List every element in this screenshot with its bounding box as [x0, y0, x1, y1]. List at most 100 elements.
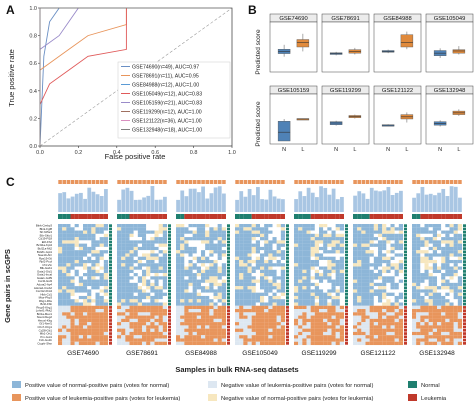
- heatmap-cell: [319, 322, 324, 326]
- heatmap-cell: [437, 227, 442, 231]
- heatmap-cell: [424, 256, 429, 261]
- heatmap-cell: [306, 253, 311, 257]
- heatmap-cell: [184, 282, 189, 287]
- heatmap-cell: [335, 318, 340, 323]
- heatmap-cell: [327, 282, 332, 287]
- heatmap-cell: [154, 263, 159, 267]
- row-class-marker: [286, 270, 289, 273]
- class-tick: [369, 180, 374, 184]
- heatmap-cell: [83, 282, 88, 287]
- heatmap-cell: [117, 338, 122, 342]
- heatmap-cell: [255, 246, 261, 251]
- gene-pair-label: Gata1-Incal: [37, 273, 52, 277]
- heatmap-cell: [188, 312, 193, 316]
- heatmap-cell: [457, 305, 463, 310]
- sample-class-cell: [382, 214, 387, 219]
- heatmap-cell: [361, 338, 366, 342]
- heatmap-cell: [420, 246, 425, 251]
- heatmap-cell: [319, 331, 324, 336]
- heatmap-cell: [416, 256, 421, 261]
- heatmap-cell: [78, 266, 84, 270]
- score-bar: [142, 197, 146, 212]
- heatmap-cell: [449, 256, 454, 261]
- heatmap-cell: [453, 224, 458, 228]
- heatmap-cell: [373, 312, 379, 316]
- heatmap-cell: [357, 266, 362, 270]
- heatmap-cell: [158, 273, 163, 277]
- row-class-marker: [463, 319, 466, 322]
- heatmap-cell: [133, 331, 138, 336]
- heatmap-cell: [268, 233, 273, 238]
- heatmap-cell: [209, 328, 214, 332]
- score-bar: [390, 195, 395, 212]
- row-class-marker: [345, 273, 348, 277]
- heatmap-cell: [353, 315, 358, 319]
- heatmap-cell: [192, 292, 197, 296]
- heatmap-cell: [428, 341, 433, 346]
- heatmap-cell: [62, 289, 67, 293]
- heatmap-cell: [196, 273, 202, 277]
- heatmap-cell: [239, 273, 244, 277]
- heatmap-cell: [449, 233, 454, 238]
- heatmap-cell: [162, 237, 168, 241]
- heatmap-cell: [192, 259, 197, 264]
- heatmap-cell: [176, 276, 181, 280]
- heatmap-cell: [280, 286, 286, 290]
- heatmap-cell: [260, 256, 265, 261]
- heatmap-cell: [437, 224, 442, 228]
- class-tick: [298, 180, 303, 184]
- heatmap-cell: [353, 273, 358, 277]
- heatmap-cell: [103, 341, 109, 346]
- heatmap-cell: [294, 318, 299, 323]
- heatmap-cell: [235, 305, 240, 310]
- heatmap-cell: [310, 266, 315, 270]
- heatmap-cell: [428, 224, 433, 228]
- heatmap-cell: [235, 322, 240, 326]
- heatmap-cell: [158, 276, 163, 280]
- heatmap-cell: [369, 325, 374, 329]
- heatmap-cell: [235, 243, 240, 247]
- heatmap-cell: [365, 318, 370, 323]
- heatmap-cell: [453, 289, 458, 293]
- heatmap-cell: [162, 243, 168, 247]
- heatmap-cell: [154, 309, 159, 313]
- heatmap-cell: [445, 312, 450, 316]
- heatmap-cell: [416, 227, 421, 231]
- heatmap-cell: [276, 309, 281, 313]
- heatmap-cell: [276, 269, 281, 274]
- heatmap-cell: [260, 322, 265, 326]
- heatmap-cell: [260, 331, 265, 336]
- heatmap-cell: [142, 224, 147, 228]
- heatmap-cell: [235, 240, 240, 244]
- row-class-marker: [345, 250, 348, 254]
- heatmap-cell: [353, 237, 358, 241]
- heatmap-cell: [66, 230, 71, 234]
- heatmap-cell: [205, 309, 210, 313]
- heatmap-cell: [302, 286, 307, 290]
- heatmap-cell: [99, 240, 104, 244]
- sample-class-cell: [247, 214, 252, 219]
- heatmap-cell: [394, 282, 399, 287]
- heatmap-cell: [276, 325, 281, 329]
- heatmap-cell: [142, 263, 147, 267]
- heatmap-cell: [150, 266, 155, 270]
- heatmap-cell: [398, 335, 404, 339]
- heatmap-cell: [213, 322, 218, 326]
- heatmap-cell: [70, 250, 75, 254]
- heatmap-cell: [87, 325, 92, 329]
- heatmap-cell: [133, 276, 138, 280]
- heatmap-cell: [180, 259, 185, 264]
- heatmap-cell: [209, 224, 214, 228]
- heatmap-cell: [453, 263, 458, 267]
- heatmap-cell: [150, 328, 155, 332]
- heatmap-cell: [335, 299, 340, 303]
- heatmap-cell: [95, 309, 100, 313]
- class-tick: [251, 180, 256, 184]
- heatmap-cell: [243, 269, 248, 274]
- heatmap-cell: [129, 266, 134, 270]
- heatmap-cell: [78, 282, 84, 287]
- heatmap-cell: [201, 305, 206, 310]
- heatmap-cell: [91, 269, 96, 274]
- heatmap-cell: [268, 250, 273, 254]
- heatmap-cell: [217, 233, 222, 238]
